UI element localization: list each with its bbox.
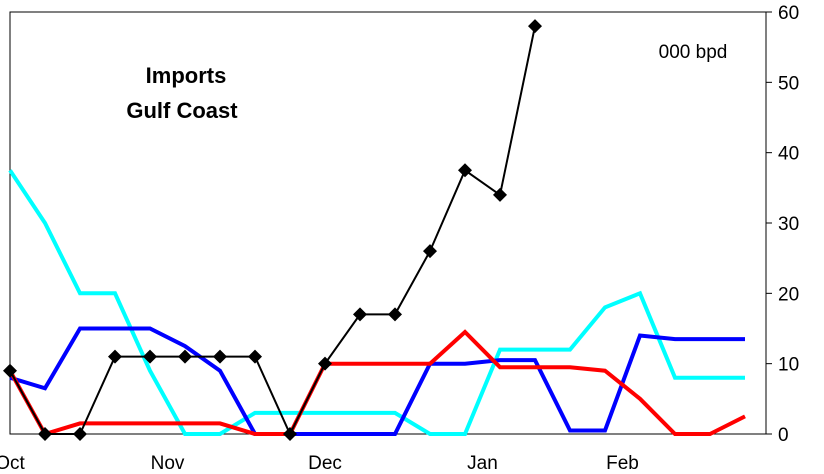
data-point-marker bbox=[3, 363, 17, 378]
data-point-marker bbox=[458, 163, 472, 178]
data-point-marker bbox=[213, 349, 227, 364]
data-point-marker bbox=[493, 187, 507, 202]
series-line-3 bbox=[8, 329, 746, 437]
data-point-marker bbox=[528, 19, 542, 34]
y-tick-label: 10 bbox=[778, 355, 799, 376]
data-point-marker bbox=[143, 349, 157, 364]
y-tick-label: 60 bbox=[778, 3, 799, 24]
y-tick-label: 30 bbox=[778, 214, 799, 235]
x-tick-label: Nov bbox=[151, 453, 185, 474]
data-point-marker bbox=[108, 349, 122, 364]
data-point-marker bbox=[283, 427, 297, 441]
chart-title-line-1: Imports bbox=[146, 63, 227, 88]
data-point-marker bbox=[248, 349, 262, 364]
chart-title-line-2: Gulf Coast bbox=[126, 98, 238, 123]
y-tick-label: 0 bbox=[778, 425, 789, 446]
data-point-marker bbox=[38, 427, 52, 441]
data-point-marker bbox=[318, 356, 332, 371]
series-line-1 bbox=[8, 169, 745, 436]
y-tick-label: 20 bbox=[778, 284, 799, 305]
x-tick-label: Feb bbox=[606, 453, 639, 474]
data-point-marker bbox=[388, 307, 402, 322]
plot-area bbox=[9, 11, 767, 435]
data-point-marker bbox=[353, 307, 367, 322]
x-tick-label: Dec bbox=[308, 453, 342, 474]
y-tick-label: 50 bbox=[778, 73, 799, 94]
x-tick-label: Oct bbox=[0, 453, 25, 474]
data-point-marker bbox=[423, 244, 437, 259]
unit-label: 000 bpd bbox=[659, 42, 728, 63]
series-line-4 bbox=[9, 25, 536, 437]
y-tick-label: 40 bbox=[778, 144, 799, 165]
x-tick-label: Jan bbox=[467, 453, 498, 474]
data-point-marker bbox=[73, 427, 87, 441]
data-point-marker bbox=[178, 349, 192, 364]
